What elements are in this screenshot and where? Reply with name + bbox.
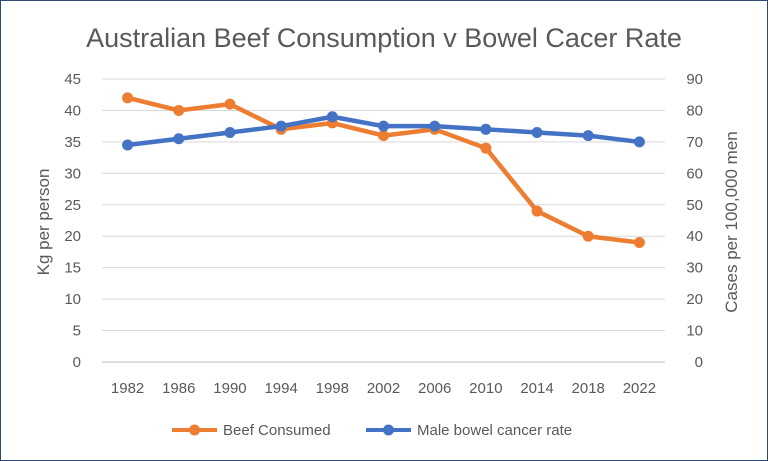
data-point-beef-consumed xyxy=(531,205,543,217)
right-tick-label: 50 xyxy=(686,197,703,214)
x-tick-label: 2006 xyxy=(418,380,451,397)
right-tick-label: 10 xyxy=(686,323,703,340)
left-axis-ticks: 0 5 10 15 20 25 30 35 40 45 xyxy=(64,71,81,371)
data-point-male-bowel-cancer-rate xyxy=(582,130,594,142)
series-layer xyxy=(122,92,645,249)
x-tick-label: 1994 xyxy=(264,380,297,397)
x-tick-label: 2002 xyxy=(367,380,400,397)
series-line-beef-consumed xyxy=(125,95,642,245)
data-point-male-bowel-cancer-rate xyxy=(633,136,645,148)
left-tick-label: 35 xyxy=(64,134,81,151)
data-point-male-bowel-cancer-rate xyxy=(122,139,134,151)
x-tick-label: 1986 xyxy=(162,380,195,397)
right-tick-label: 20 xyxy=(686,291,703,308)
right-axis-ticks: 0 10 20 30 40 50 60 70 80 90 xyxy=(686,71,703,371)
right-tick-label: 90 xyxy=(686,71,703,88)
left-tick-label: 0 xyxy=(73,354,81,371)
data-point-beef-consumed xyxy=(224,98,236,110)
left-tick-label: 20 xyxy=(64,228,81,245)
data-point-male-bowel-cancer-rate xyxy=(275,120,287,132)
data-point-beef-consumed xyxy=(480,142,492,154)
left-tick-label: 10 xyxy=(64,291,81,308)
data-point-beef-consumed xyxy=(633,237,645,249)
left-tick-label: 5 xyxy=(73,323,81,340)
left-tick-label: 30 xyxy=(64,165,81,182)
data-point-beef-consumed xyxy=(582,230,594,242)
x-axis-ticks: 1982 1986 1990 1994 1998 2002 2006 2010 2014 2018… xyxy=(111,380,656,397)
data-point-beef-consumed xyxy=(173,104,185,116)
x-tick-label: 1998 xyxy=(316,380,349,397)
right-tick-label: 0 xyxy=(695,354,703,371)
legend-swatch-marker xyxy=(383,424,394,436)
right-tick-label: 70 xyxy=(686,134,703,151)
data-point-male-bowel-cancer-rate xyxy=(531,126,543,138)
left-tick-label: 15 xyxy=(64,260,81,277)
right-tick-label: 80 xyxy=(686,102,703,119)
left-tick-label: 45 xyxy=(64,71,81,88)
legend-item-male-bowel-cancer-rate: Male bowel cancer rate xyxy=(366,422,572,439)
series-beef-consumed xyxy=(122,92,645,249)
left-axis-title: Kg per person xyxy=(34,169,53,276)
data-point-male-bowel-cancer-rate xyxy=(224,126,236,138)
right-tick-label: 30 xyxy=(686,260,703,277)
right-axis-title: Cases per 100,000 men xyxy=(722,131,741,312)
left-tick-label: 25 xyxy=(64,197,81,214)
right-tick-label: 60 xyxy=(686,165,703,182)
legend-swatch-marker xyxy=(189,424,200,436)
x-tick-label: 2022 xyxy=(623,380,656,397)
x-tick-label: 2010 xyxy=(469,380,502,397)
data-point-beef-consumed xyxy=(378,130,389,142)
x-tick-label: 1982 xyxy=(111,380,144,397)
data-point-male-bowel-cancer-rate xyxy=(480,123,492,135)
legend-label: Male bowel cancer rate xyxy=(417,422,572,439)
legend: Beef Consumed Male bowel cancer rate xyxy=(172,422,572,439)
chart-title: Australian Beef Consumption v Bowel Cace… xyxy=(86,23,682,53)
x-tick-label: 2014 xyxy=(520,380,553,397)
legend-item-beef-consumed: Beef Consumed xyxy=(172,422,331,439)
data-point-male-bowel-cancer-rate xyxy=(173,133,185,145)
data-point-male-bowel-cancer-rate xyxy=(326,111,338,123)
right-tick-label: 40 xyxy=(686,228,703,245)
legend-label: Beef Consumed xyxy=(223,422,331,439)
data-point-male-bowel-cancer-rate xyxy=(429,120,441,132)
data-point-male-bowel-cancer-rate xyxy=(378,120,389,132)
data-point-beef-consumed xyxy=(122,92,134,104)
left-tick-label: 40 xyxy=(64,102,81,119)
x-tick-label: 1990 xyxy=(213,380,246,397)
x-tick-label: 2018 xyxy=(572,380,605,397)
series-male-bowel-cancer-rate xyxy=(122,111,645,151)
